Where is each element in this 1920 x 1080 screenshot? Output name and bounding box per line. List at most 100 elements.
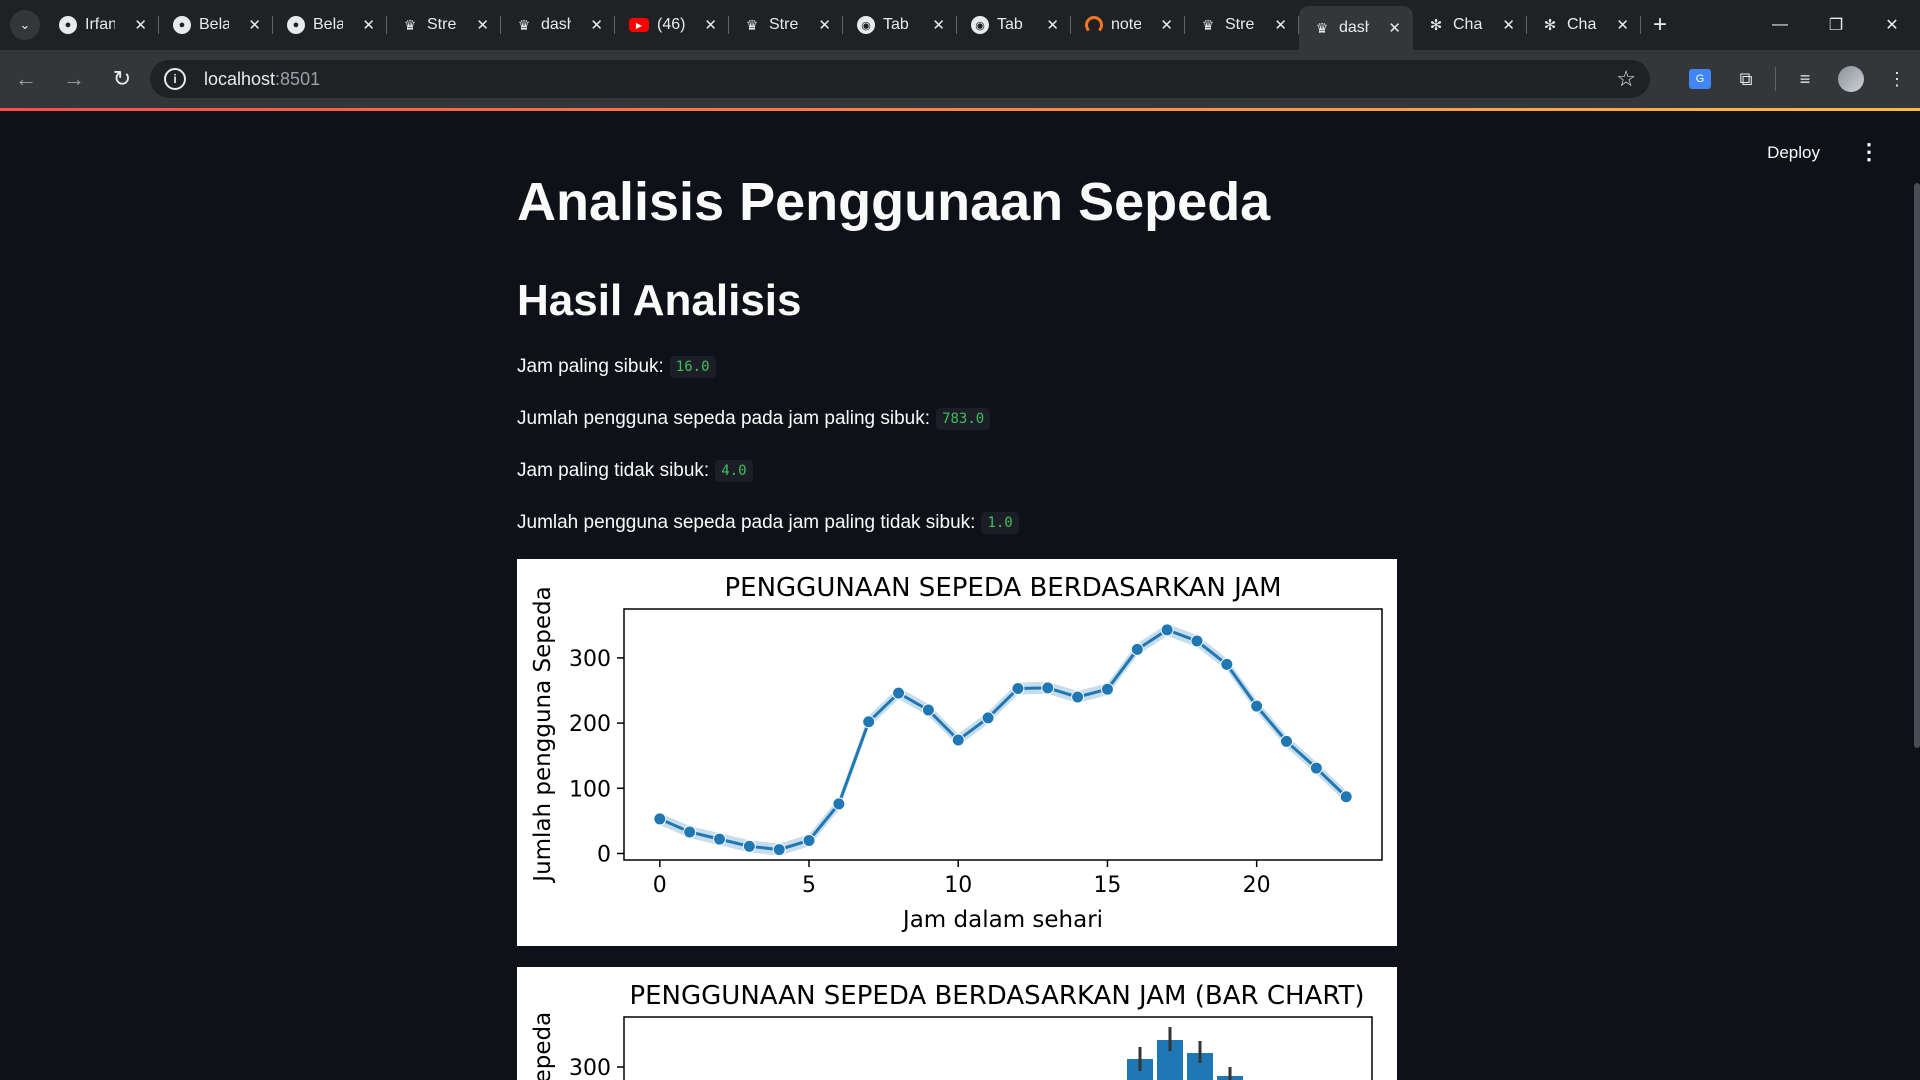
tab-separator <box>272 16 273 34</box>
github-icon: ● <box>173 16 191 34</box>
plot-frame <box>623 1016 1373 1080</box>
tab-title: Irfan <box>85 16 115 33</box>
data-point <box>832 797 846 811</box>
browser-tab[interactable]: ♛ dash ✕ <box>501 0 615 50</box>
stat-label: Jumlah pengguna sepeda pada jam paling s… <box>517 408 931 429</box>
browser-tab[interactable]: ♛ dash ✕ <box>1299 6 1413 50</box>
data-point <box>742 839 756 853</box>
chrome-icon: ◉ <box>857 16 875 34</box>
window-controls: — ❐ ✕ <box>1752 0 1920 50</box>
data-point <box>1250 699 1264 713</box>
address-bar[interactable]: i localhost:8501 ☆ <box>150 60 1650 98</box>
data-point <box>1309 761 1323 775</box>
tab-separator <box>500 16 501 34</box>
close-tab-icon[interactable]: ✕ <box>818 17 831 34</box>
app-decoration-bar <box>0 108 1920 111</box>
close-tab-icon[interactable]: ✕ <box>1160 17 1173 34</box>
browser-menu-button[interactable]: ⋮ <box>1874 56 1920 102</box>
close-tab-icon[interactable]: ✕ <box>1046 17 1059 34</box>
tab-title: Bela <box>199 16 229 33</box>
forward-button[interactable]: → <box>52 57 96 101</box>
close-tab-icon[interactable]: ✕ <box>134 17 147 34</box>
extensions-button[interactable]: ⧉ <box>1723 56 1769 102</box>
close-tab-icon[interactable]: ✕ <box>704 17 717 34</box>
browser-tab[interactable]: ● Bela ✕ <box>159 0 273 50</box>
minimize-button[interactable]: — <box>1752 0 1808 50</box>
chatgpt-icon: ✻ <box>1543 17 1557 34</box>
scrollbar[interactable] <box>1914 183 1920 748</box>
stat-label: Jumlah pengguna sepeda pada jam paling t… <box>517 512 976 533</box>
tab-search-button[interactable]: ⌄ <box>10 10 40 40</box>
media-controls-button[interactable]: ≡ <box>1782 56 1828 102</box>
bars <box>1127 1027 1243 1080</box>
data-point <box>1220 657 1234 671</box>
profile-button[interactable] <box>1828 56 1874 102</box>
url-port: :8501 <box>275 68 321 89</box>
close-tab-icon[interactable]: ✕ <box>1388 20 1401 37</box>
reload-button[interactable]: ↻ <box>100 57 144 101</box>
deploy-button[interactable]: Deploy <box>1767 143 1820 162</box>
toolbar-divider <box>1775 67 1776 91</box>
tab-separator <box>1184 16 1185 34</box>
close-tab-icon[interactable]: ✕ <box>932 17 945 34</box>
browser-tab[interactable]: ♛ Stre ✕ <box>729 0 843 50</box>
tab-title: Tab <box>997 16 1023 33</box>
app-menu-button[interactable]: ⋮ <box>1858 139 1880 165</box>
back-button[interactable]: ← <box>4 57 48 101</box>
series-line <box>659 628 1348 852</box>
close-tab-icon[interactable]: ✕ <box>1274 17 1287 34</box>
stat-busiest-hour-users: Jumlah pengguna sepeda pada jam paling s… <box>517 408 991 430</box>
github-icon: ● <box>59 16 77 34</box>
browser-tab[interactable]: ♛ Stre ✕ <box>1185 0 1299 50</box>
close-tab-icon[interactable]: ✕ <box>1616 17 1629 34</box>
close-tab-icon[interactable]: ✕ <box>590 17 603 34</box>
browser-tab[interactable]: ● Irfan ✕ <box>45 0 159 50</box>
close-window-button[interactable]: ✕ <box>1864 0 1920 50</box>
line-chart-figure: PENGGUNAAN SEPEDA BERDASARKAN JAM 0 100 20… <box>517 559 1397 946</box>
browser-tab[interactable]: ✻ Cha ✕ <box>1527 0 1641 50</box>
x-axis: 0 5 10 15 20 <box>653 860 1271 898</box>
tab-separator <box>386 16 387 34</box>
x-tick-label: 15 <box>1093 873 1121 898</box>
browser-tab[interactable]: ◉ Tab ✕ <box>957 0 1071 50</box>
close-tab-icon[interactable]: ✕ <box>1502 17 1515 34</box>
y-tick-label: 300 <box>569 647 611 672</box>
y-tick-label: 100 <box>569 777 611 802</box>
data-point <box>1100 682 1114 696</box>
data-point <box>951 733 965 747</box>
tab-separator <box>158 16 159 34</box>
page-title: Analisis Penggunaan Sepeda <box>517 172 1271 232</box>
close-tab-icon[interactable]: ✕ <box>248 17 261 34</box>
youtube-icon: ▶ <box>629 18 649 32</box>
browser-tab[interactable]: ✻ Cha ✕ <box>1413 0 1527 50</box>
close-tab-icon[interactable]: ✕ <box>476 17 489 34</box>
data-point <box>683 825 697 839</box>
toolbar-actions: G ⧉ ≡ ⋮ <box>1677 50 1920 108</box>
puzzle-icon: ⧉ <box>1739 68 1753 89</box>
tab-title: dash <box>541 16 571 33</box>
browser-tab[interactable]: ▶ (46) ✕ <box>615 0 729 50</box>
browser-tab[interactable]: ♛ Stre ✕ <box>387 0 501 50</box>
chevron-down-icon: ⌄ <box>19 17 31 32</box>
avatar <box>1838 66 1864 92</box>
y-tick-label: 0 <box>597 842 611 867</box>
restore-button[interactable]: ❐ <box>1808 0 1864 50</box>
translate-button[interactable]: G <box>1677 56 1723 102</box>
close-tab-icon[interactable]: ✕ <box>362 17 375 34</box>
tab-separator <box>1070 16 1071 34</box>
x-tick-label: 5 <box>802 873 816 898</box>
y-axis-label: Jumlah pengguna Sepeda <box>530 586 556 883</box>
browser-tab[interactable]: ◉ Tab ✕ <box>843 0 957 50</box>
bookmark-star-icon[interactable]: ☆ <box>1616 66 1636 91</box>
tab-title: Stre <box>427 16 457 33</box>
stat-value: 1.0 <box>981 512 1019 534</box>
site-info-icon[interactable]: i <box>164 68 186 90</box>
stat-value: 16.0 <box>669 356 716 378</box>
browser-tab[interactable]: ● Bela ✕ <box>273 0 387 50</box>
data-point <box>1041 681 1055 695</box>
new-tab-button[interactable]: + <box>1645 10 1675 40</box>
tab-title: Tab <box>883 16 909 33</box>
stat-quietest-hour-users: Jumlah pengguna sepeda pada jam paling t… <box>517 512 1019 534</box>
browser-tab[interactable]: note ✕ <box>1071 0 1185 50</box>
y-axis-label: Sepeda <box>530 1012 556 1080</box>
